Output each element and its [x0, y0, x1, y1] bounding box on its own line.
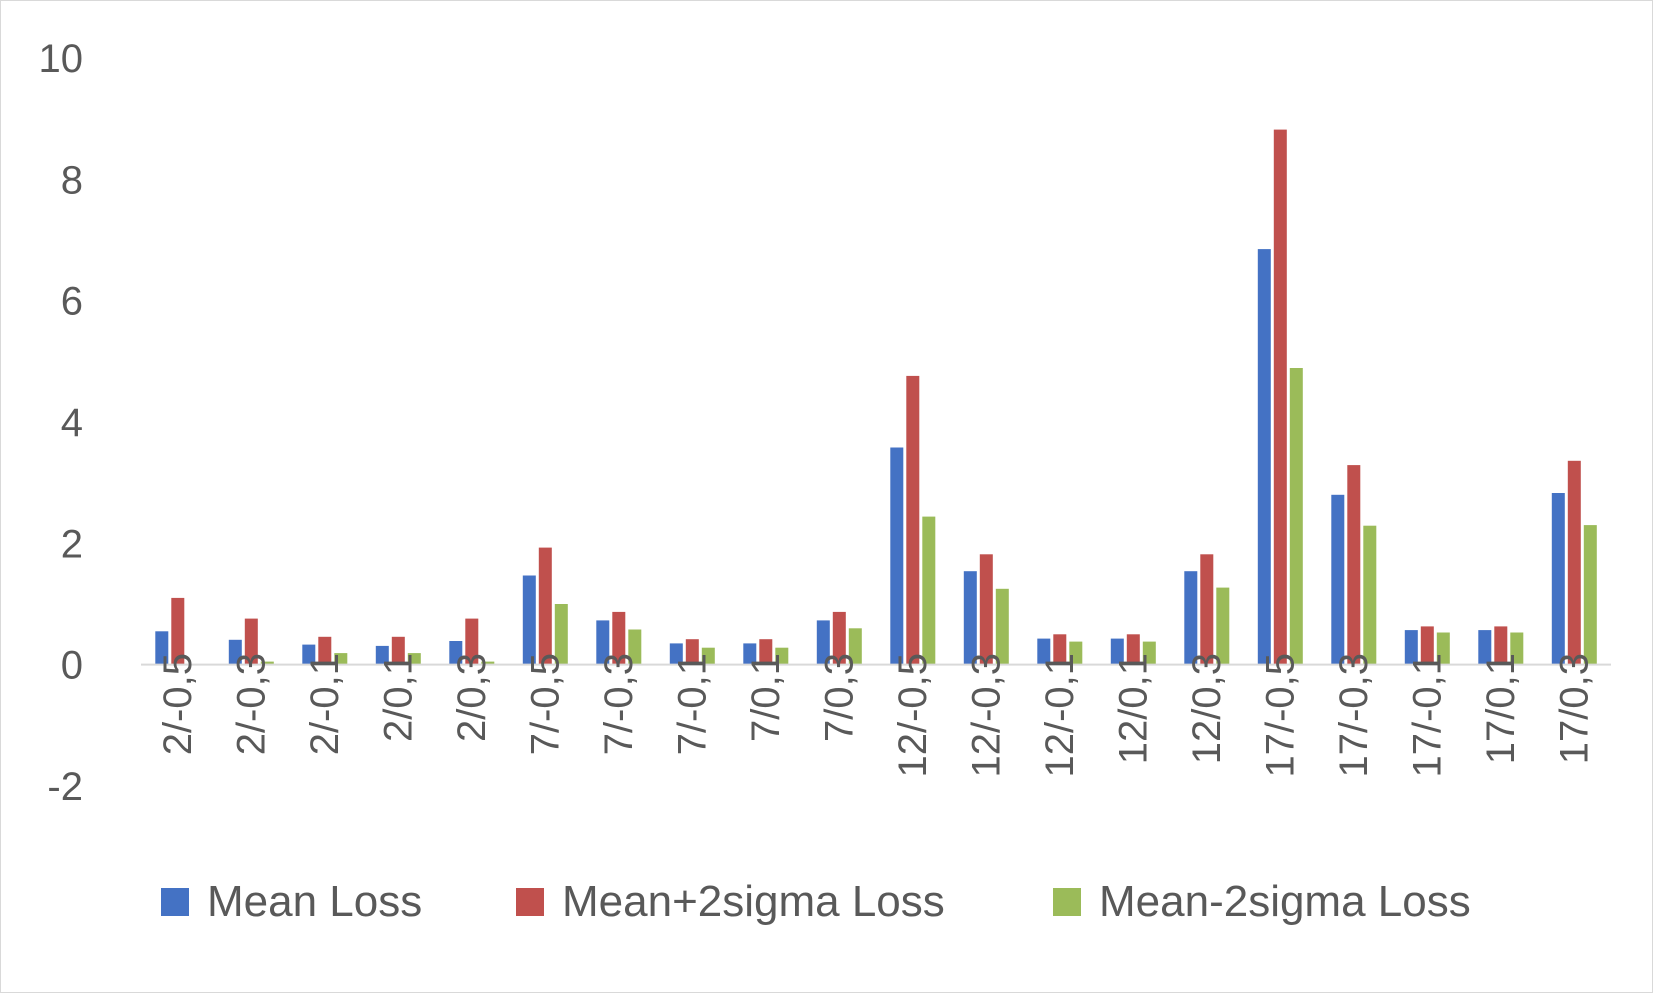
x-axis-category-labels: 2/-0,5 2/-0,3 2/-0,1 2/0,1 2/0,3 7/-0,5 7/-0,3…: [156, 653, 1597, 778]
bar-12/-0,1-series-3: [1069, 641, 1083, 665]
bar-17/0,3-series-3: [1583, 525, 1597, 665]
legend-swatch: [161, 888, 189, 916]
bar-7/-0,3-series-3: [628, 629, 642, 665]
bar-2/0,3-series-2: [465, 618, 479, 665]
bar-17/-0,1-series-1: [1404, 630, 1418, 665]
bar-marks: [155, 129, 1597, 665]
bar-12/-0,5-series-2: [906, 375, 920, 665]
legend-label: Mean+2sigma Loss: [562, 877, 945, 926]
x-tick-label: 17/0,1: [1479, 653, 1523, 764]
bar-17/0,3-series-1: [1551, 493, 1565, 665]
bar-17/-0,1-series-3: [1436, 632, 1450, 665]
y-tick-label: 2: [61, 522, 83, 566]
x-tick-label: 17/-0,5: [1258, 653, 1302, 778]
bar-2/-0,1-series-1: [302, 644, 316, 665]
bar-7/-0,5-series-3: [554, 604, 568, 665]
y-axis-ticks: -2 0 2 4 6 8 10: [39, 37, 84, 809]
x-tick-label: 7/-0,1: [670, 653, 714, 755]
x-tick-label: 17/-0,1: [1405, 653, 1449, 778]
legend: Mean Loss Mean+2sigma Loss Mean-2sigma Los…: [161, 877, 1471, 926]
bar-17/0,1-series-2: [1494, 626, 1508, 665]
bar-12/-0,3-series-3: [995, 588, 1009, 665]
x-tick-label: 12/-0,5: [891, 653, 935, 778]
bar-7/0,1-series-3: [775, 647, 789, 665]
bar-17/-0,3-series-2: [1347, 465, 1361, 665]
y-tick-label: 4: [61, 401, 83, 445]
bar-12/-0,3-series-2: [979, 554, 993, 665]
bar-17/0,1-series-3: [1510, 632, 1524, 665]
bar-2/-0,3-series-2: [244, 618, 258, 665]
bar-17/-0,5-series-3: [1289, 368, 1303, 665]
bar-12/-0,1-series-2: [1053, 634, 1067, 665]
bar-7/-0,1-series-1: [669, 643, 683, 665]
bar-12/0,1-series-2: [1126, 634, 1140, 665]
bar-17/-0,3-series-3: [1363, 525, 1377, 665]
x-tick-label: 12/0,3: [1185, 653, 1229, 764]
y-tick-label: 0: [61, 644, 83, 688]
bar-2/0,1-series-1: [375, 645, 389, 665]
x-tick-label: 2/-0,3: [229, 653, 273, 755]
bar-12/0,1-series-3: [1142, 641, 1156, 665]
y-tick-label: 8: [61, 158, 83, 202]
bar-17/-0,3-series-1: [1331, 494, 1345, 665]
x-tick-label: 17/-0,3: [1332, 653, 1376, 778]
x-tick-label: 7/0,1: [744, 653, 788, 742]
bar-12/0,1-series-1: [1110, 638, 1124, 665]
y-tick-label: 6: [61, 280, 83, 324]
bar-12/-0,1-series-1: [1037, 638, 1051, 665]
bar-7/-0,3-series-1: [596, 620, 610, 665]
bar-7/-0,1-series-2: [685, 639, 699, 665]
bar-7/0,3-series-2: [832, 611, 846, 665]
bar-12/-0,5-series-1: [890, 447, 904, 665]
bar-12/0,3-series-1: [1184, 571, 1198, 665]
bar-2/-0,5-series-2: [171, 597, 185, 665]
bar-7/-0,5-series-1: [522, 575, 536, 665]
bar-7/0,1-series-1: [743, 643, 757, 665]
bar-12/-0,5-series-3: [922, 516, 936, 665]
bar-2/-0,3-series-1: [228, 639, 242, 665]
legend-swatch: [1053, 888, 1081, 916]
x-tick-label: 17/0,3: [1552, 653, 1596, 764]
x-tick-label: 12/0,1: [1111, 653, 1155, 764]
bar-7/-0,1-series-3: [701, 647, 715, 665]
x-tick-label: 7/-0,3: [597, 653, 641, 755]
bar-2/0,1-series-3: [407, 653, 421, 665]
bar-2/0,3-series-1: [449, 641, 463, 665]
bar-17/0,1-series-1: [1478, 630, 1492, 665]
bar-12/0,3-series-2: [1200, 554, 1214, 665]
bar-17/0,3-series-2: [1567, 460, 1581, 665]
x-tick-label: 7/-0,5: [523, 653, 567, 755]
legend-label: Mean-2sigma Loss: [1099, 877, 1471, 926]
legend-swatch: [516, 888, 544, 916]
bar-7/0,1-series-2: [759, 639, 773, 665]
y-tick-label: 10: [39, 37, 84, 81]
bar-2/-0,3-series-3: [260, 661, 274, 665]
legend-label: Mean Loss: [207, 877, 422, 926]
bar-17/-0,5-series-2: [1273, 129, 1287, 665]
x-tick-label: 12/-0,3: [964, 653, 1008, 778]
x-tick-label: 2/0,3: [450, 653, 494, 742]
bar-2/-0,5-series-1: [155, 631, 169, 665]
bar-12/-0,3-series-1: [963, 571, 977, 665]
bar-7/0,3-series-1: [816, 620, 830, 665]
bar-2/-0,1-series-3: [334, 653, 348, 665]
x-tick-label: 7/0,3: [817, 653, 861, 742]
x-tick-label: 12/-0,1: [1038, 653, 1082, 778]
bar-7/-0,3-series-2: [612, 611, 626, 665]
bar-12/0,3-series-3: [1216, 587, 1230, 665]
bar-2/0,1-series-2: [391, 636, 405, 665]
x-tick-label: 2/-0,5: [156, 653, 200, 755]
x-tick-label: 2/-0,1: [303, 653, 347, 755]
x-tick-label: 2/0,1: [376, 653, 420, 742]
bar-17/-0,5-series-1: [1257, 249, 1271, 665]
y-tick-label: -2: [47, 765, 83, 809]
bar-2/-0,1-series-2: [318, 636, 332, 665]
bar-7/-0,5-series-2: [538, 547, 552, 665]
bar-7/0,3-series-3: [848, 628, 862, 665]
bar-17/-0,1-series-2: [1420, 626, 1434, 665]
bar-2/0,3-series-3: [481, 661, 495, 665]
